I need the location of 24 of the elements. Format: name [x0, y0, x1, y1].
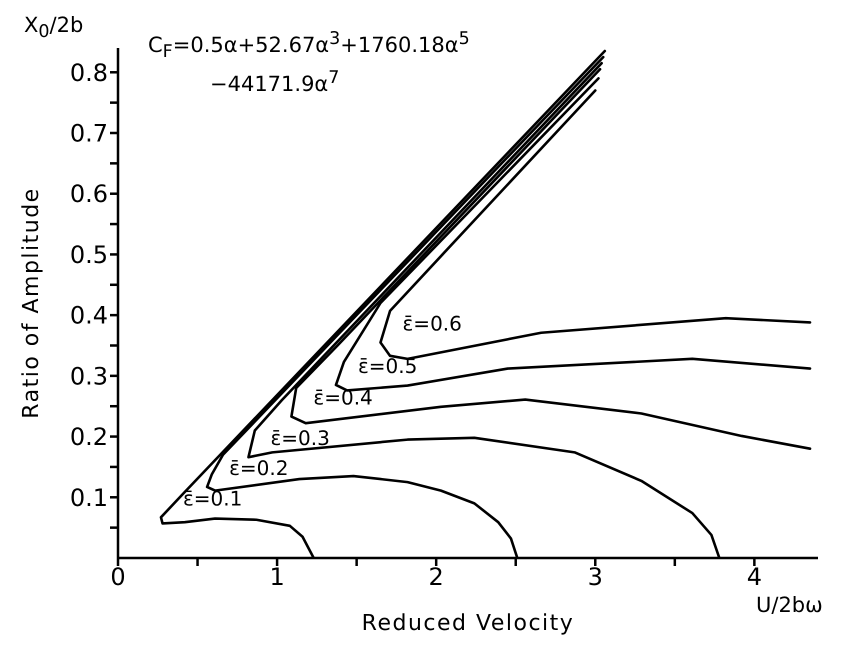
series-label: ε̄=0.6	[402, 311, 462, 336]
series-label: ε̄=0.5	[358, 354, 418, 378]
series-label: ε̄=0.4	[313, 386, 373, 410]
text: C$_{F}$=0.5α+52.67α$^{3}$+1760.18α$^{5}$ −44171.9α$^{7}$	[148, 29, 470, 96]
series-label: ε̄=0.1	[182, 486, 242, 510]
y-tick-label: 0.8	[70, 58, 108, 87]
y-axis-title: Ratio of Amplitude	[18, 187, 44, 419]
text: X$_{0}$/2b	[24, 12, 84, 44]
y-tick-label: 0.7	[70, 120, 108, 148]
x-tick-label: 2	[428, 563, 444, 592]
y-tick-label: 0.3	[70, 362, 108, 390]
text: U/2bω	[756, 592, 823, 618]
x-tick-label: 3	[588, 563, 603, 592]
series-label: ε̄=0.3	[270, 426, 330, 450]
x-tick-label: 1	[269, 563, 285, 592]
y-tick-label: 0.5	[70, 240, 108, 269]
x-tick-label: 4	[746, 563, 762, 592]
series-label: ε̄=0.2	[229, 456, 288, 480]
y-tick-label: 0.4	[70, 302, 108, 330]
x-axis-title: Reduced Velocity	[362, 611, 574, 636]
x-tick-label: 0	[110, 563, 126, 592]
y-tick-label: 0.6	[70, 180, 108, 208]
y-tick-label: 0.1	[70, 484, 108, 512]
y-tick-label: 0.2	[70, 423, 108, 452]
